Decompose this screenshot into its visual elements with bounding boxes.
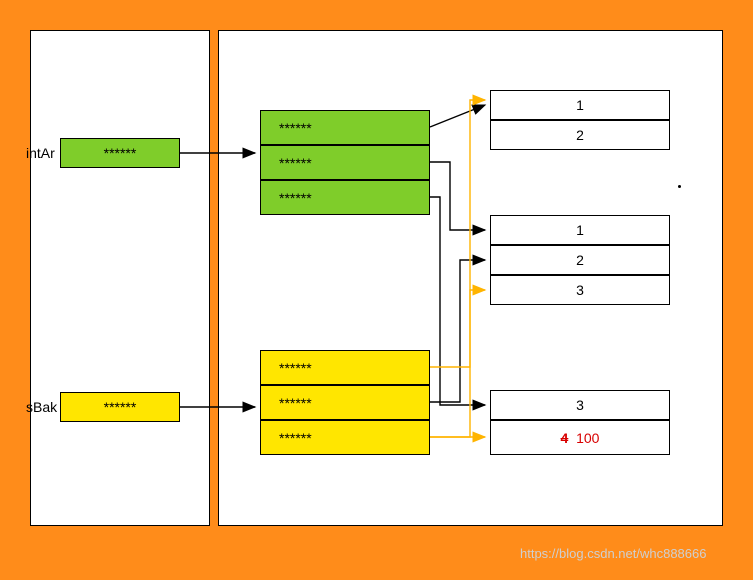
cell: ****** [260,145,430,180]
label-sbak: sBak [26,399,57,415]
cell: 1 [490,215,670,245]
green-var: ****** [60,138,180,168]
cell: ****** [260,350,430,385]
cell: 1 [490,90,670,120]
cell: 3 [490,390,670,420]
cell: ****** [260,180,430,215]
cell: ****** [260,385,430,420]
decorative-dot [678,185,681,188]
panel-left [30,30,210,526]
label-intar: intAr [26,145,55,161]
cell: 3 [490,275,670,305]
diagram-stage: intAr sBak ****** ****** ***************… [0,0,753,580]
watermark: https://blog.csdn.net/whc888666 [520,546,706,561]
placeholder-text: ****** [104,399,137,415]
cell: 2 [490,245,670,275]
yellow-var: ****** [60,392,180,422]
cell: 4 100 [490,420,670,455]
cell: ****** [260,420,430,455]
cell: ****** [260,110,430,145]
placeholder-text: ****** [104,145,137,161]
cell: 2 [490,120,670,150]
